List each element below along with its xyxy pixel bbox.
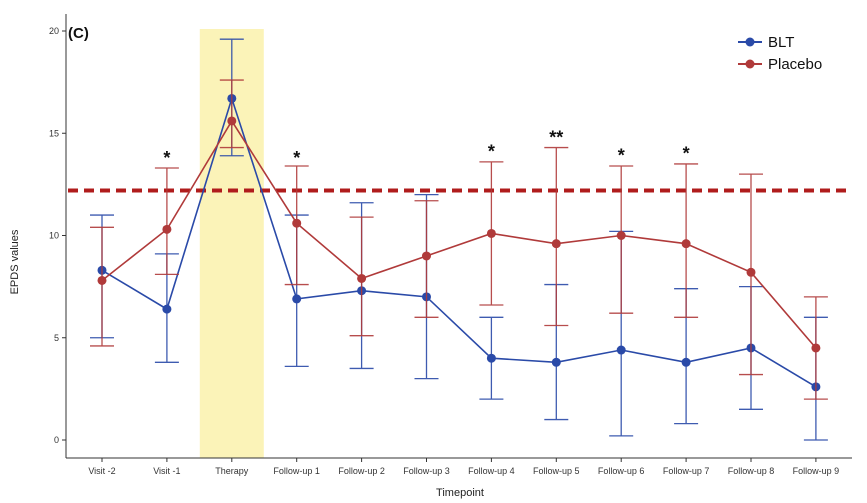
x-tick-label-therapy: Therapy [215, 466, 249, 476]
x-tick-label-follow-up-5: Follow-up 5 [533, 466, 580, 476]
legend-label-blt: BLT [768, 34, 794, 51]
legend-marker-blt [745, 37, 755, 47]
x-tick-label-follow-up-6: Follow-up 6 [598, 466, 645, 476]
significance-marker: * [488, 142, 495, 162]
x-ticks: Visit -2 Visit -1 Therapy Follow-up 1 Follow… [88, 458, 839, 476]
x-tick-label-follow-up-8: Follow-up 8 [728, 466, 775, 476]
x-tick-label-follow-up-1: Follow-up 1 [273, 466, 320, 476]
legend: BLT Placebo [738, 34, 822, 73]
placebo-point [357, 273, 367, 283]
placebo-point [681, 239, 691, 249]
blt-point [162, 304, 172, 314]
placebo-error-bar [544, 146, 569, 327]
x-tick-label-visit-2: Visit -2 [88, 466, 115, 476]
x-axis-title: Timepoint [436, 487, 484, 499]
placebo-point [746, 267, 756, 277]
placebo-point [486, 228, 496, 238]
blt-point [486, 353, 496, 363]
placebo-point [162, 224, 172, 234]
x-tick-label-follow-up-7: Follow-up 7 [663, 466, 710, 476]
y-ticks: 0 5 10 15 20 [49, 26, 66, 445]
significance-marker: * [618, 146, 625, 166]
y-tick-label: 15 [49, 128, 59, 138]
placebo-point [551, 239, 561, 249]
blt-point [616, 345, 626, 355]
placebo-error-bar [154, 167, 179, 276]
placebo-line [101, 119, 817, 349]
y-tick-label: 10 [49, 231, 59, 241]
x-tick-label-follow-up-4: Follow-up 4 [468, 466, 515, 476]
placebo-point [811, 343, 821, 353]
x-tick-label-follow-up-3: Follow-up 3 [403, 466, 450, 476]
x-tick-label-follow-up-9: Follow-up 9 [793, 466, 840, 476]
y-tick-label: 5 [54, 333, 59, 343]
blt-point [681, 357, 691, 367]
placebo-point [292, 218, 302, 228]
significance-layer: * * **** * [163, 127, 689, 167]
blt-point [292, 294, 302, 304]
blt-line [101, 95, 817, 388]
significance-marker: * [163, 148, 170, 168]
series-placebo [90, 79, 828, 400]
x-tick-label-follow-up-2: Follow-up 2 [338, 466, 385, 476]
significance-marker: * [683, 144, 690, 164]
significance-marker: * [293, 148, 300, 168]
panel-label: (C) [68, 25, 89, 42]
blt-point [551, 357, 561, 367]
placebo-point [97, 275, 107, 285]
y-axis-title: EPDS values [9, 229, 21, 294]
y-tick-label: 20 [49, 26, 59, 36]
y-tick-label: 0 [54, 435, 59, 445]
significance-marker: ** [549, 127, 563, 147]
legend-marker-placebo [745, 59, 755, 69]
legend-label-placebo: Placebo [768, 56, 822, 73]
series-layer [90, 38, 828, 441]
x-tick-label-visit-1: Visit -1 [153, 466, 180, 476]
placebo-point [422, 251, 431, 261]
placebo-error-bar [219, 79, 244, 149]
placebo-point [227, 116, 237, 126]
placebo-error-bar [90, 226, 114, 347]
placebo-point [616, 231, 626, 240]
